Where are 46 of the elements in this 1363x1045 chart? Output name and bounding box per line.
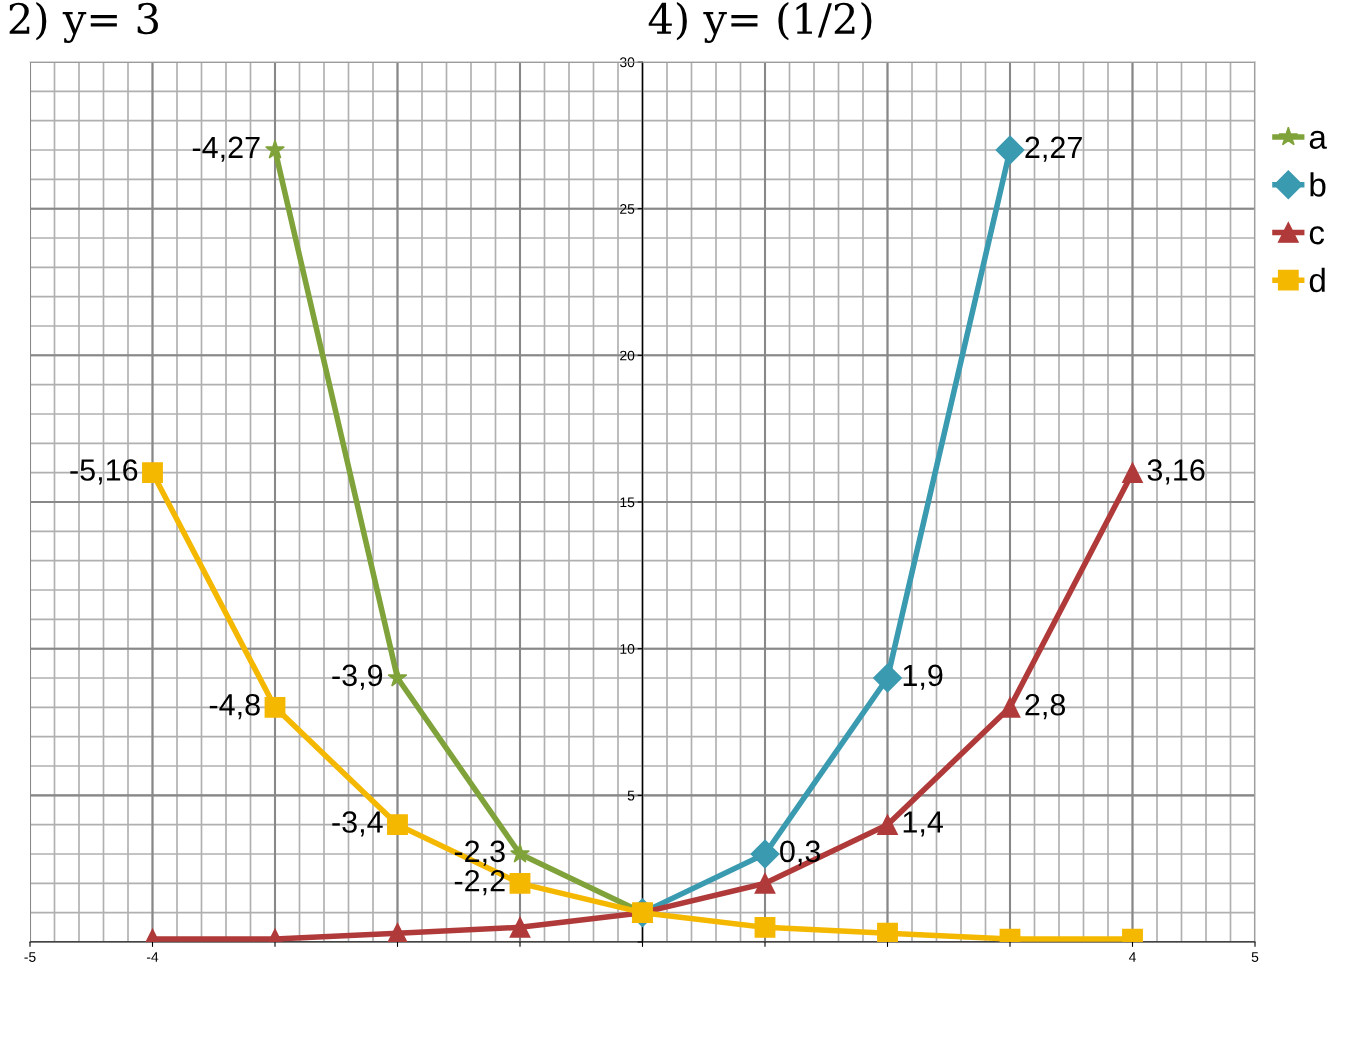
legend-label: a xyxy=(1309,130,1327,149)
point xyxy=(995,135,1025,165)
annotation: 3,16 xyxy=(1147,459,1205,485)
annotation: 2,27 xyxy=(1025,136,1082,162)
x-tick-label: -5 xyxy=(24,952,36,962)
annotation: -5,16 xyxy=(70,459,138,485)
y-tick-label: 10 xyxy=(620,644,635,654)
annotation: 1,4 xyxy=(903,811,943,837)
text: 4) y= (1/2) xyxy=(648,2,872,44)
x-tick-label: 4 xyxy=(1128,952,1136,962)
y-tick-label: 15 xyxy=(620,497,635,508)
y-tick-label: 25 xyxy=(620,204,635,214)
point xyxy=(265,139,285,159)
annotation: -4,27 xyxy=(192,136,260,162)
point xyxy=(877,922,898,942)
x-tick-label: -4 xyxy=(146,952,159,962)
legend-label: c xyxy=(1309,226,1325,245)
legend-label: b xyxy=(1310,172,1326,197)
annotation: -2,2 xyxy=(454,869,505,896)
point xyxy=(877,814,898,836)
annotation: 0,3 xyxy=(780,840,821,866)
annotation: 2,8 xyxy=(1025,693,1066,720)
point xyxy=(754,872,776,894)
annotation: -3,9 xyxy=(332,664,383,690)
point xyxy=(750,839,780,869)
point xyxy=(264,696,286,718)
point xyxy=(999,696,1021,718)
point xyxy=(509,916,531,938)
point xyxy=(387,667,408,687)
x-tick-label: 5 xyxy=(1251,952,1259,962)
point xyxy=(754,916,776,938)
annotation: 1,9 xyxy=(903,664,943,690)
point xyxy=(510,843,530,863)
y-tick-label: 5 xyxy=(627,790,635,801)
point xyxy=(1122,462,1143,484)
text: 2) y= 3 xyxy=(9,2,158,44)
y-tick-label: 20 xyxy=(620,350,635,361)
legend-label: d xyxy=(1309,267,1325,293)
point xyxy=(387,922,408,942)
annotation: -3,4 xyxy=(332,811,383,837)
y-tick-label: 30 xyxy=(619,57,635,68)
point xyxy=(509,872,531,894)
annotation: -4,8 xyxy=(209,693,260,720)
point xyxy=(142,462,163,484)
point xyxy=(873,663,902,693)
point xyxy=(387,814,408,836)
